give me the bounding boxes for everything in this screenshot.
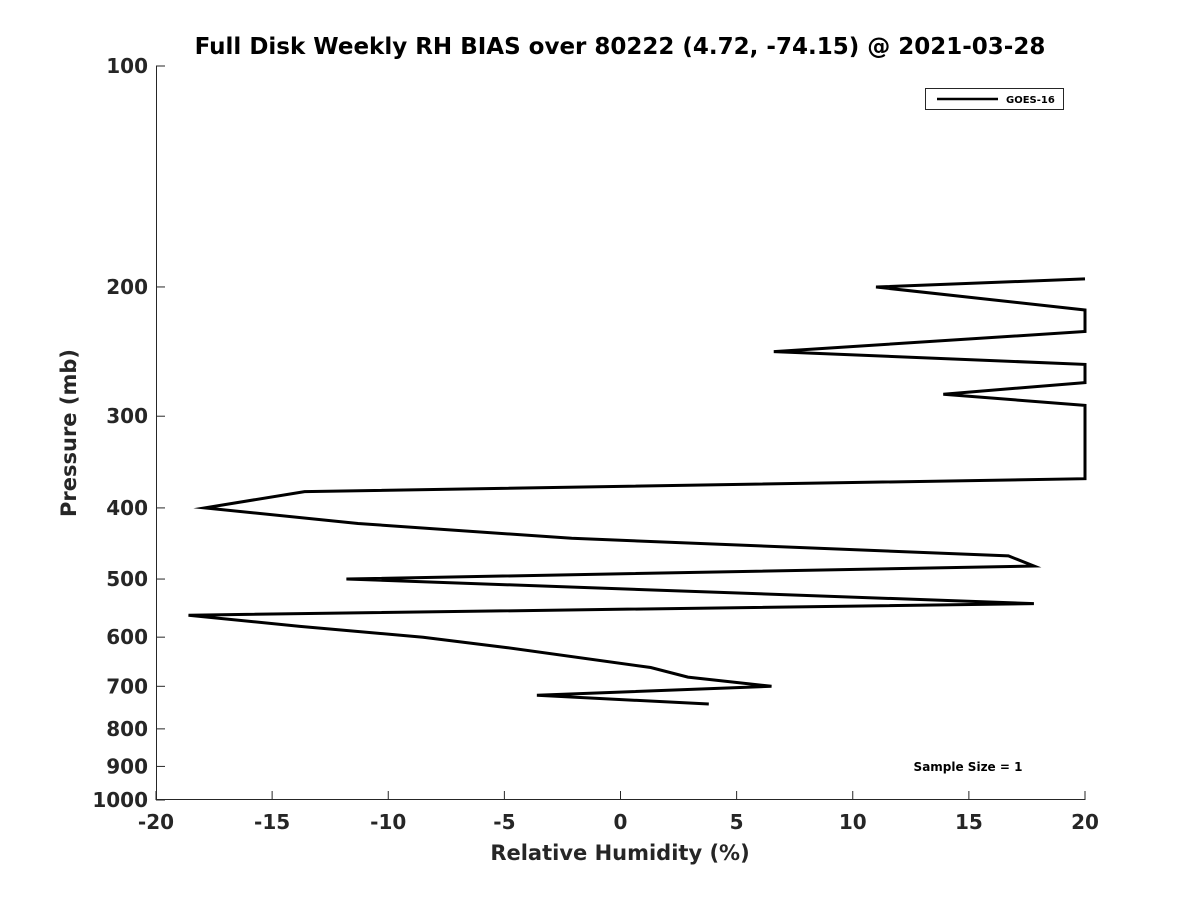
x-tick-label: 20 [1071, 810, 1099, 834]
x-tick-label: 5 [730, 810, 744, 834]
y-tick-label: 900 [106, 754, 148, 778]
x-ticks: -20 -15 -10 -5 0 5 10 15 20 [138, 791, 1099, 834]
series-layer [188, 277, 1087, 706]
x-tick-label: -5 [493, 810, 515, 834]
axes [156, 66, 1085, 800]
x-tick-label: -20 [138, 810, 174, 834]
y-tick-label: 800 [106, 717, 148, 741]
y-tick-label: 100 [106, 54, 148, 78]
legend: GOES-16 [925, 88, 1064, 110]
y-tick-label: 1000 [92, 788, 148, 812]
y-ticks: 100 200 300 400 500 600 700 800 900 1000 [92, 54, 165, 812]
y-tick-label: 700 [106, 674, 148, 698]
x-tick-label: 10 [839, 810, 867, 834]
y-tick-label: 300 [106, 404, 148, 428]
x-tick-label: 0 [614, 810, 628, 834]
y-axis-label: Pressure (mb) [57, 349, 81, 517]
y-tick-label: 400 [106, 496, 148, 520]
chart-title: Full Disk Weekly RH BIAS over 80222 (4.7… [195, 34, 1046, 60]
sample-size-annotation: Sample Size = 1 [914, 760, 1023, 774]
y-tick-label: 500 [106, 567, 148, 591]
y-tick-label: 600 [106, 625, 148, 649]
legend-entry-goes-16: GOES-16 [1006, 95, 1055, 106]
series-line-goes-16 [188, 277, 1087, 706]
x-tick-label: -10 [370, 810, 406, 834]
x-axis-label: Relative Humidity (%) [490, 841, 749, 865]
y-tick-label: 200 [106, 275, 148, 299]
x-tick-label: 15 [955, 810, 983, 834]
x-tick-label: -15 [254, 810, 290, 834]
